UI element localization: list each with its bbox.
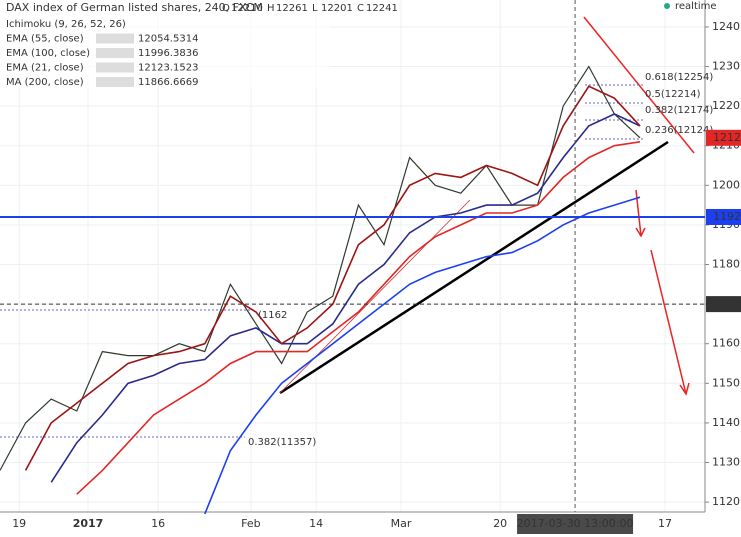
y-tick-label: 1230 <box>712 60 740 73</box>
price-tag-label: 1192 <box>713 210 741 223</box>
legend: DAX index of German listed shares, 240, … <box>0 0 717 88</box>
crosshair-tag <box>517 514 634 534</box>
arrow-head <box>635 227 646 238</box>
x-tick-label: 16 <box>151 517 165 530</box>
fib-label: 0.382(11357) <box>248 437 316 448</box>
indicator-label: Ichimoku (9, 26, 52, 26) <box>6 19 126 30</box>
legend-bg <box>0 0 330 88</box>
status-dot <box>664 3 670 9</box>
legend-label: EMA (100, close) <box>6 48 90 59</box>
series-line <box>0 65 641 471</box>
fib-label: 0.236(12124) <box>645 125 713 136</box>
x-tick-label: Feb <box>241 517 260 530</box>
arrow <box>650 249 687 395</box>
x-tick-label: 20 <box>493 517 507 530</box>
series-line <box>204 196 641 515</box>
ohlc-key: O <box>222 3 230 14</box>
legend-label: MA (200, close) <box>6 77 84 88</box>
fib-label: 0.5(12214) <box>645 89 701 100</box>
legend-icons <box>96 77 134 87</box>
price-tag-label: 1170 <box>713 297 741 310</box>
price-tag <box>706 208 741 225</box>
fib-label: 0.382(12174) <box>645 105 713 116</box>
x-tick-label: 2017 <box>73 517 104 530</box>
y-tick-label: 1160 <box>712 337 740 350</box>
legend-icons <box>96 48 134 58</box>
fib-label: (1162 <box>258 310 287 321</box>
fib-label: 0.618(12254) <box>645 72 713 83</box>
drawings <box>0 16 695 438</box>
ohlc-value: 12201 <box>321 3 353 14</box>
x-tick-label: 19 <box>12 517 26 530</box>
price-tag <box>706 129 741 146</box>
legend-value: 12054.5314 <box>138 34 198 45</box>
ohlc-key: L <box>312 3 318 14</box>
y-tick-label: 1220 <box>712 99 740 112</box>
ohlc-key: C <box>357 3 364 14</box>
chart-title: DAX index of German listed shares, 240, … <box>6 1 263 14</box>
legend-icons <box>96 33 134 44</box>
series-line <box>76 141 641 495</box>
arrow-head <box>679 382 690 396</box>
legend-value: 11866.6669 <box>138 77 198 88</box>
legend-icons <box>96 62 134 73</box>
y-tick-label: 1240 <box>712 20 740 33</box>
x-tick-label: 17 <box>658 517 672 530</box>
y-tick-label: 1140 <box>712 416 740 429</box>
ohlc-value: 12210 <box>231 3 263 14</box>
ohlc-value: 12241 <box>366 3 398 14</box>
price-tag <box>706 296 741 313</box>
y-tick-label: 1200 <box>712 178 740 191</box>
legend-value: 11996.3836 <box>138 48 198 59</box>
x-tick-label: 14 <box>309 517 323 530</box>
status: realtime <box>675 1 717 12</box>
crosshair-label: 2017-03-30 13:00:00 <box>517 517 634 530</box>
y-tick-label: 1120 <box>712 495 740 508</box>
price-tag-label: 1212 <box>713 131 741 144</box>
legend-value: 12123.1523 <box>138 63 198 74</box>
x-tick-label: Mar <box>391 517 412 530</box>
y-tick-label: 1180 <box>712 258 740 271</box>
ohlc-value: 12261 <box>276 3 308 14</box>
ohlc-key: H <box>267 3 275 14</box>
y-tick-label: 1130 <box>712 456 740 469</box>
legend-label: EMA (21, close) <box>6 63 84 74</box>
trendline <box>279 140 669 395</box>
legend-label: EMA (55, close) <box>6 34 84 45</box>
y-tick-label: 1150 <box>712 376 740 389</box>
